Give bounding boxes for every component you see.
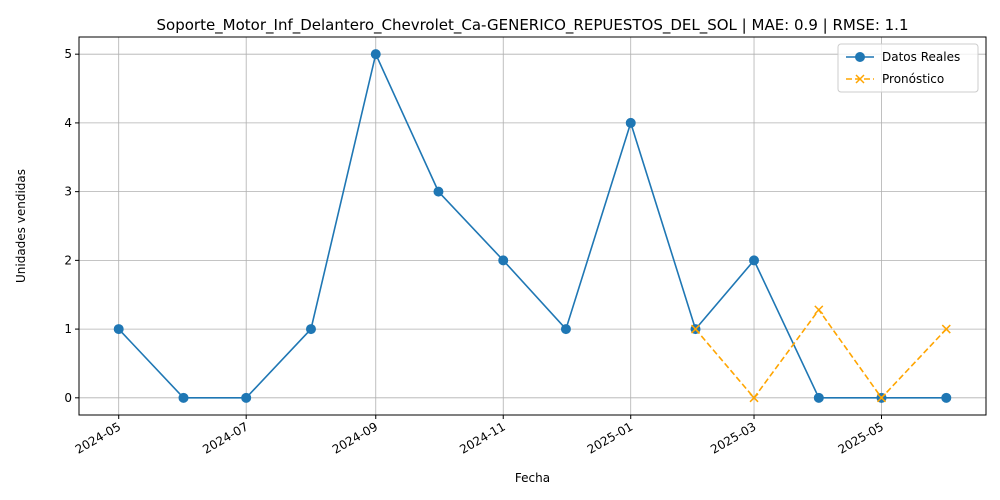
y-tick-label: 5 <box>64 47 72 61</box>
data-point <box>498 255 509 266</box>
legend-marker <box>855 74 865 84</box>
y-tick-label: 3 <box>64 185 72 199</box>
data-point <box>813 392 824 403</box>
data-point <box>370 49 381 60</box>
chart-title: Soporte_Motor_Inf_Delantero_Chevrolet_Ca… <box>157 16 909 35</box>
y-tick-label: 4 <box>64 116 72 130</box>
y-tick-label: 2 <box>64 253 72 267</box>
data-point <box>690 324 701 334</box>
x-axis-label: Fecha <box>515 471 550 485</box>
x-tick-label: 2025-01 <box>585 419 635 456</box>
data-point <box>560 324 571 335</box>
data-point <box>241 392 252 403</box>
data-point <box>749 393 759 403</box>
x-tick-label: 2025-03 <box>708 419 758 456</box>
data-point <box>178 392 189 403</box>
data-point <box>305 324 316 335</box>
data-point <box>625 117 636 128</box>
series-line <box>694 308 947 400</box>
legend-item: Datos Reales <box>846 50 960 64</box>
data-point <box>814 305 824 315</box>
x-tick-label: 2025-05 <box>836 419 886 456</box>
legend-label: Pronóstico <box>882 72 944 86</box>
data-point <box>941 324 951 334</box>
legend-item: Pronóstico <box>846 72 944 86</box>
y-axis-label: Unidades vendidas <box>14 169 28 283</box>
series-forecast <box>690 305 951 403</box>
series-line <box>118 51 947 399</box>
x-tick-label: 2024-07 <box>200 419 250 456</box>
series-layer <box>113 49 952 403</box>
data-point <box>941 392 952 403</box>
y-tick-label: 1 <box>64 322 72 336</box>
x-tick-label: 2024-05 <box>73 419 123 456</box>
x-axis: 2024-05 2024-07 2024-09 2024-11 2025-01 2025-… <box>73 415 886 457</box>
plot-frame <box>78 36 987 416</box>
grid-lines <box>79 37 986 415</box>
legend: Datos Reales Pronóstico <box>837 43 979 93</box>
series-actual <box>113 49 952 403</box>
y-tick-label: 0 <box>64 391 72 405</box>
x-tick-label: 2024-09 <box>330 419 380 456</box>
data-point <box>433 186 444 197</box>
data-point <box>876 393 887 403</box>
data-point <box>749 255 760 266</box>
legend-marker <box>855 52 865 62</box>
legend-box <box>837 43 979 93</box>
y-axis: 0 1 2 3 4 5 <box>64 47 79 405</box>
data-point <box>113 324 124 335</box>
legend-label: Datos Reales <box>882 50 960 64</box>
x-tick-label: 2024-11 <box>457 419 507 456</box>
